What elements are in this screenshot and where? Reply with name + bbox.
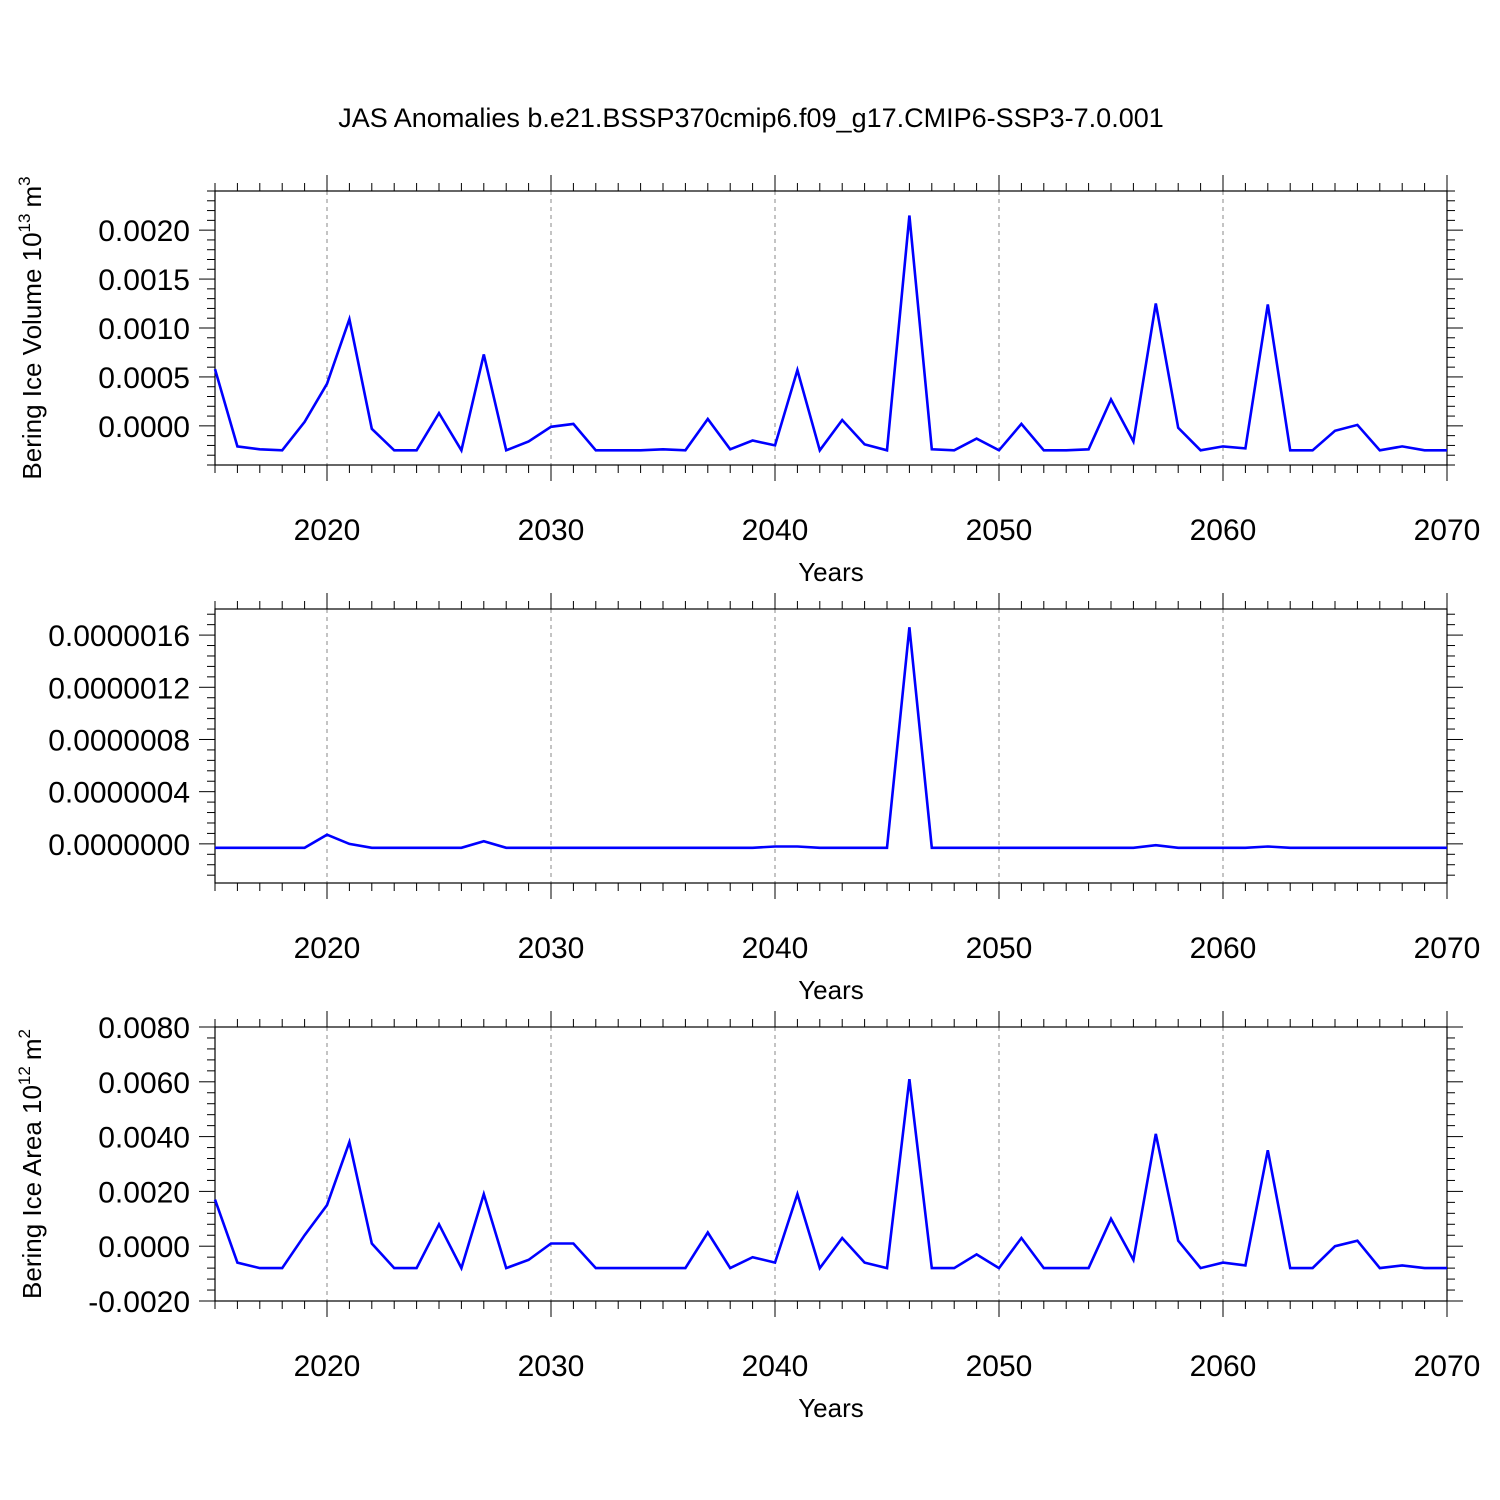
plot-frame (214, 608, 1448, 884)
y-axis-label-text: Bering Ice Area 10 (17, 1085, 47, 1299)
x-axis-label: Years (798, 1393, 864, 1423)
y-tick-label: 0.0015 (98, 264, 190, 297)
y-tick-label: 0.0000000 (48, 829, 190, 862)
x-tick-label: 2050 (966, 1350, 1033, 1383)
x-tick-label: 2020 (294, 1350, 361, 1383)
x-tick-label: 2050 (966, 932, 1033, 965)
y-tick-label: 0.0000 (98, 1231, 190, 1264)
y-tick-label: 0.0000016 (48, 620, 190, 653)
y-tick-label: 0.0005 (98, 362, 190, 395)
y-tick-label: 0.0000004 (48, 777, 190, 810)
y-axis-label-unit-exponent: 3 (15, 176, 34, 185)
x-tick-label: 2050 (966, 514, 1033, 547)
series-line-1 (213, 215, 1447, 454)
y-tick-label: 0.0000012 (48, 672, 190, 705)
chart-panel-3: -0.0020 0.0000 0.0020 0.0040 0.0060 0.0080 202… (15, 1011, 1480, 1423)
y-axis-label-exponent: 13 (15, 214, 34, 233)
x-tick-label: 2060 (1190, 514, 1257, 547)
y-tick-label: -0.0020 (88, 1286, 190, 1319)
y-axis-label-unit: m (17, 1038, 47, 1060)
y-tick-label: 0.0040 (98, 1122, 190, 1155)
x-tick-label: 2020 (294, 932, 361, 965)
y-axis-label-text: Bering Ice Volume 10 (17, 232, 47, 479)
x-tick-label: 2030 (518, 1350, 585, 1383)
x-tick-label: 2060 (1190, 1350, 1257, 1383)
x-tick-label: 2040 (742, 514, 809, 547)
x-tick-label: 2060 (1190, 932, 1257, 965)
y-tick-label: 0.0020 (98, 215, 190, 248)
x-axis-label: Years (798, 557, 864, 587)
plot-frame (214, 1026, 1448, 1302)
y-tick-label: 0.0060 (98, 1067, 190, 1100)
x-tick-label: 2070 (1414, 932, 1481, 965)
y-axis-label-unit-exponent: 2 (15, 1029, 34, 1038)
series-line-1 (213, 1078, 1447, 1272)
y-axis-label-exponent: 12 (15, 1066, 34, 1085)
chart-panel-1: 0.0000 0.0005 0.0010 0.0015 0.0020 2020 2030 20… (15, 175, 1480, 587)
y-tick-label: 0.0000008 (48, 724, 190, 757)
x-tick-label: 2070 (1414, 514, 1481, 547)
x-tick-label: 2040 (742, 1350, 809, 1383)
y-tick-label: 0.0020 (98, 1176, 190, 1209)
chart-title: JAS Anomalies b.e21.BSSP370cmip6.f09_g17… (338, 103, 1164, 133)
plot-frame (214, 190, 1448, 466)
y-tick-label: 0.0010 (98, 313, 190, 346)
y-axis-label: Bering Ice Area 1012 m2 (15, 1029, 47, 1299)
x-axis-label: Years (798, 975, 864, 1005)
x-tick-label: 2030 (518, 932, 585, 965)
x-tick-label: 2030 (518, 514, 585, 547)
y-axis-label-unit: m (17, 186, 47, 208)
chart-panel-2: 0.0000000 0.0000004 0.0000008 0.0000012 0.00… (48, 593, 1480, 1005)
y-tick-label: 0.0000 (98, 411, 190, 444)
x-tick-label: 2040 (742, 932, 809, 965)
y-axis-label: Bering Ice Volume 1013 m3 (15, 176, 47, 479)
x-tick-label: 2020 (294, 514, 361, 547)
x-tick-label: 2070 (1414, 1350, 1481, 1383)
series-line-1 (215, 627, 1447, 850)
y-tick-label: 0.0080 (98, 1012, 190, 1045)
